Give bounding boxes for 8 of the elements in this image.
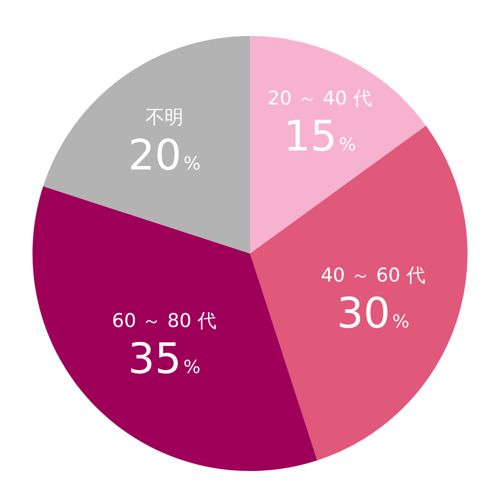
data-label: 35% <box>128 334 201 384</box>
data-label: 15% <box>284 111 356 160</box>
data-label: 30% <box>336 288 410 338</box>
slice-label: 20 ～ 40 代 <box>268 87 372 110</box>
slice-label: 40 ～ 60 代 <box>320 264 426 286</box>
data-label: 20% <box>128 130 201 180</box>
slice-label: 60 ～ 80 代 <box>112 310 216 332</box>
slice-label: 不明 <box>145 106 184 129</box>
